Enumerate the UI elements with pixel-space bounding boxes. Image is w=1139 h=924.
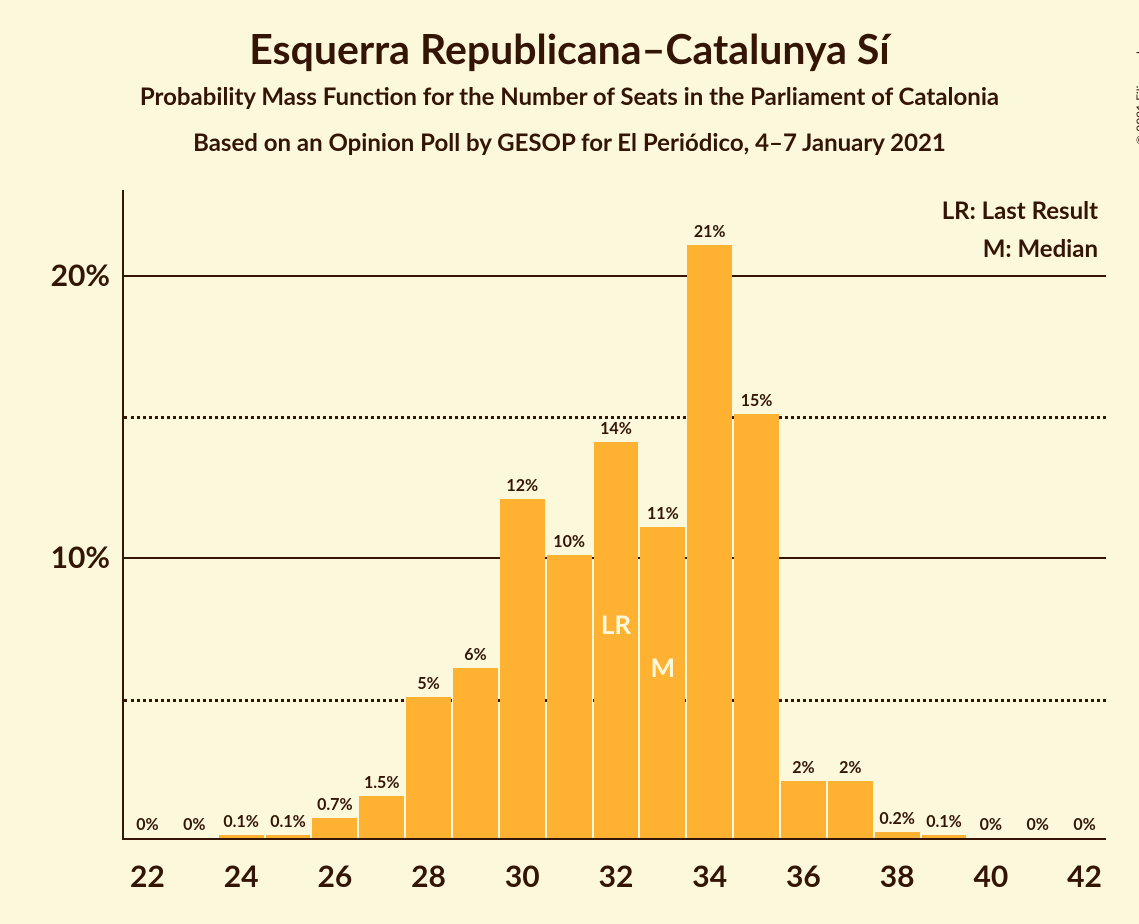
chart-subtitle-1: Probability Mass Function for the Number…: [0, 82, 1139, 111]
chart-title: Esquerra Republicana–Catalunya Sí: [0, 24, 1139, 73]
bar-value-label: 0%: [183, 815, 205, 834]
y-axis-label: 10%: [51, 539, 124, 575]
bar: 2%: [828, 781, 873, 838]
bar: 0.7%: [312, 818, 357, 838]
bar: 5%: [406, 697, 451, 838]
x-axis-label: 22: [130, 838, 165, 894]
bar: 0.1%: [922, 835, 967, 838]
bar-value-label: 2%: [839, 758, 861, 777]
bar-value-label: 0%: [980, 815, 1002, 834]
x-axis-label: 28: [411, 838, 446, 894]
bar: 21%: [687, 245, 732, 838]
bar: 11%M: [640, 527, 685, 838]
bar: 2%: [781, 781, 826, 838]
bar: 10%: [547, 555, 592, 838]
y-axis-label: 20%: [51, 257, 124, 293]
bar-value-label: 2%: [792, 758, 814, 777]
chart-container: Esquerra Republicana–Catalunya Sí Probab…: [0, 0, 1139, 924]
bar-value-label: 0%: [1073, 815, 1095, 834]
bar-value-label: 0.1%: [223, 812, 258, 831]
chart-subtitle-2: Based on an Opinion Poll by GESOP for El…: [0, 128, 1139, 157]
bar: 14%LR: [594, 442, 639, 838]
bar-value-label: 14%: [600, 419, 632, 438]
legend-last-result: LR: Last Result: [942, 196, 1098, 225]
bar-value-label: 15%: [741, 391, 773, 410]
bar-value-label: 0%: [1027, 815, 1049, 834]
bar: 6%: [453, 668, 498, 838]
bar-value-label: 12%: [506, 476, 538, 495]
bar: 12%: [500, 499, 545, 838]
bar-value-label: 6%: [464, 645, 486, 664]
plot-area: 10%20%0%0%0.1%0.1%0.7%1.5%5%6%12%10%14%L…: [122, 190, 1106, 840]
x-axis-label: 30: [505, 838, 540, 894]
x-axis-label: 42: [1067, 838, 1102, 894]
bar-value-label: 21%: [694, 222, 726, 241]
x-axis-label: 34: [692, 838, 727, 894]
bar-value-label: 0.2%: [879, 809, 914, 828]
x-axis-label: 24: [224, 838, 259, 894]
x-axis-label: 32: [599, 838, 634, 894]
bar-value-label: 0.7%: [317, 795, 352, 814]
bar-value-label: 0%: [136, 815, 158, 834]
legend-median: M: Median: [983, 234, 1098, 263]
x-axis-label: 40: [973, 838, 1008, 894]
bar-annotation: M: [651, 651, 676, 683]
bar-annotation: LR: [601, 608, 631, 640]
gridline-major: [124, 275, 1106, 277]
bar-value-label: 10%: [553, 532, 585, 551]
bar-value-label: 1.5%: [364, 773, 399, 792]
bar-value-label: 11%: [647, 504, 679, 523]
bar-value-label: 0.1%: [270, 812, 305, 831]
bar: 1.5%: [359, 796, 404, 838]
bar: 0.1%: [266, 835, 311, 838]
copyright-text: © 2021 Filip van Laenen: [1133, 16, 1139, 145]
x-axis-label: 38: [880, 838, 915, 894]
bar-value-label: 5%: [417, 674, 439, 693]
x-axis-label: 26: [317, 838, 352, 894]
bar-value-label: 0.1%: [926, 812, 961, 831]
x-axis-label: 36: [786, 838, 821, 894]
bar: 15%: [734, 414, 779, 838]
